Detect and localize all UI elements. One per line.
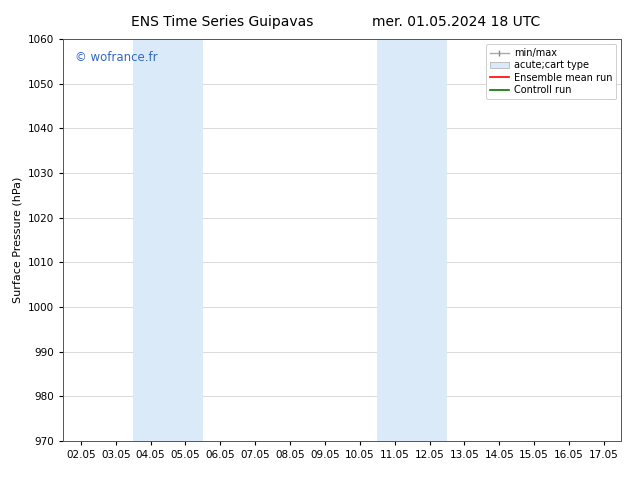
- Text: ENS Time Series Guipavas: ENS Time Series Guipavas: [131, 15, 313, 29]
- Text: © wofrance.fr: © wofrance.fr: [75, 51, 157, 64]
- Y-axis label: Surface Pressure (hPa): Surface Pressure (hPa): [13, 177, 23, 303]
- Bar: [133, 39, 203, 441]
- Bar: [377, 39, 447, 441]
- Legend: min/max, acute;cart type, Ensemble mean run, Controll run: min/max, acute;cart type, Ensemble mean …: [486, 44, 616, 99]
- Text: mer. 01.05.2024 18 UTC: mer. 01.05.2024 18 UTC: [372, 15, 541, 29]
